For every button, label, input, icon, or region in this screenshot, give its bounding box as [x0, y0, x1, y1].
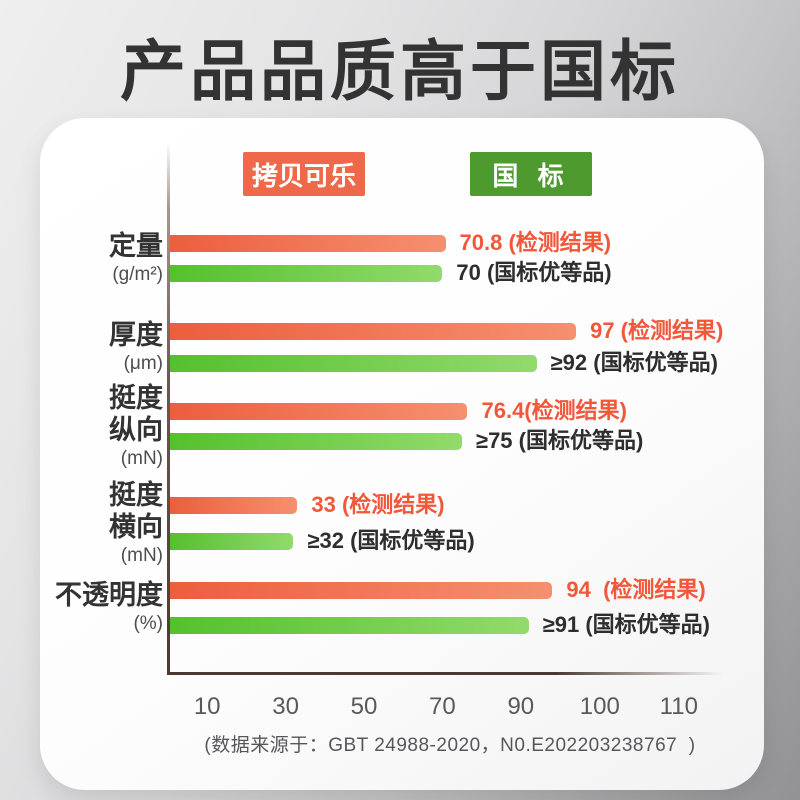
category-name: 挺度: [109, 479, 163, 510]
bar-standard: [170, 355, 537, 372]
value-label-product: 70.8 (检测结果): [459, 230, 612, 255]
category-name: 纵向: [109, 414, 163, 445]
category-label: 定量 (g/m²): [40, 230, 163, 288]
category-unit: (mN): [120, 447, 163, 469]
bar-standard: [170, 265, 443, 282]
category-name: 横向: [109, 511, 163, 542]
category-name: 厚度: [109, 319, 163, 350]
x-tick: 90: [507, 693, 535, 720]
bar-standard: [170, 433, 462, 450]
x-tick: 70: [429, 693, 456, 720]
bar-product: [170, 403, 468, 420]
bar-standard: [170, 533, 294, 550]
bar-product: [170, 235, 446, 252]
page-title: 产品品质高于国标: [120, 34, 680, 108]
value-label-standard: ≥75 (国标优等品): [476, 428, 644, 453]
value-label-standard: ≥92 (国标优等品): [550, 350, 718, 375]
bar-standard: [170, 617, 529, 634]
chart-card: 拷贝可乐 国 标 定量 (g/m²) 70.8 (检测结果) 70 (国标优等品) 厚度…: [40, 118, 764, 790]
x-tick: 30: [272, 693, 299, 720]
category-unit: (%): [133, 613, 163, 634]
category-unit: (mN): [120, 544, 163, 566]
x-tick: 10: [193, 693, 221, 720]
category-unit: (g/m²): [112, 263, 163, 285]
value-label-product: 94 (检测结果): [566, 577, 706, 602]
x-tick: 50: [350, 693, 378, 720]
value-label-product: 76.4(检测结果): [481, 398, 627, 423]
bar-product: [170, 323, 577, 340]
y-axis-line: [167, 143, 170, 674]
x-axis-line: [167, 672, 723, 675]
data-source-note: (数据来源于：GBT 24988-2020，N0.E202203238767 ): [204, 735, 696, 756]
category-label: 挺度 纵向 (mN): [40, 382, 163, 472]
value-label-product: 33 (检测结果): [311, 492, 445, 517]
bar-product: [170, 497, 298, 514]
value-label-standard: ≥32 (国标优等品): [307, 528, 475, 553]
category-name: 定量: [109, 230, 163, 261]
value-label-standard: 70 (国标优等品): [456, 260, 612, 285]
category-label: 不透明度 (%): [40, 579, 163, 637]
legend-standard-badge: 国 标: [470, 152, 592, 196]
x-tick: 100: [579, 693, 620, 720]
value-label-product: 97 (检测结果): [590, 318, 724, 343]
value-label-standard: ≥91 (国标优等品): [542, 612, 710, 637]
category-label: 厚度 (μm): [40, 319, 163, 377]
category-unit: (μm): [123, 352, 163, 374]
category-name: 不透明度: [55, 580, 163, 610]
legend-product-badge: 拷贝可乐: [243, 152, 365, 196]
x-tick: 110: [659, 693, 698, 720]
category-name: 挺度: [109, 382, 163, 413]
category-label: 挺度 横向 (mN): [40, 479, 163, 569]
bar-product: [170, 582, 553, 599]
